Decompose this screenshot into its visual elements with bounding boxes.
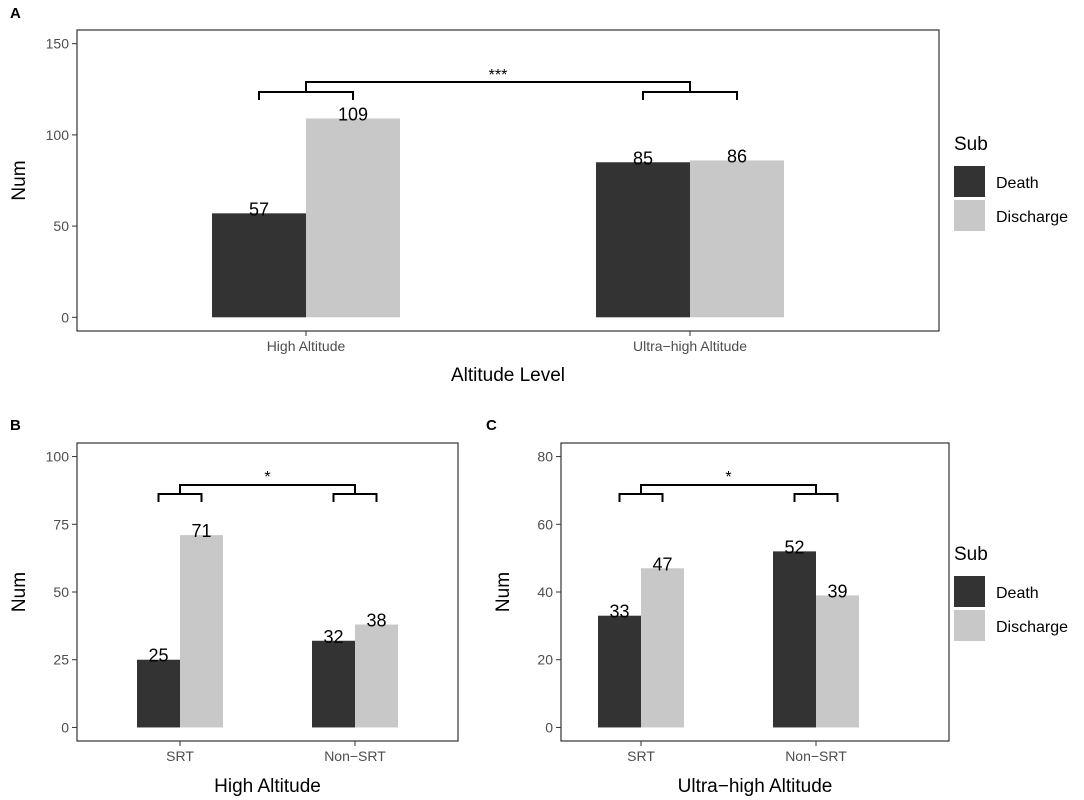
legend-bottom: Sub Death Discharge [954, 544, 1068, 641]
bar-discharge-1 [816, 595, 859, 728]
data-label-death-1: 52 [784, 537, 804, 557]
plot-border [76, 29, 940, 332]
bar-death-1 [596, 162, 690, 318]
bar-death-0 [212, 213, 306, 318]
data-label-death-1: 32 [323, 627, 343, 647]
y-tick-label: 100 [46, 449, 70, 465]
legends: Sub Death Discharge Sub Death Discharge [954, 134, 1068, 641]
x-tick-label: SRT [166, 748, 194, 764]
comparison-bracket [179, 484, 356, 494]
legend-label-death: Death [996, 585, 1039, 602]
legend-title: Sub [954, 134, 988, 155]
data-label-death-1: 85 [633, 148, 653, 168]
y-axis-title: Num [493, 572, 514, 612]
data-label-death-0: 33 [609, 602, 629, 622]
legend-top: Sub Death Discharge [954, 134, 1068, 231]
y-axis-title: Num [9, 572, 30, 612]
y-tick-label: 40 [537, 584, 553, 600]
bar-discharge-1 [355, 624, 398, 728]
panels: A 0 50 100 150 57 109 High Altitude 85 86 Ultra−hi… [9, 5, 950, 797]
y-tick-label: 25 [53, 652, 69, 668]
y-tick-label: 0 [61, 719, 69, 735]
legend-label-discharge: Discharge [996, 209, 1068, 226]
group-bracket-0 [258, 91, 354, 100]
significance-marker: *** [489, 67, 508, 84]
y-tick-label: 0 [61, 309, 69, 325]
legend-label-death: Death [996, 175, 1039, 192]
group-bracket-1 [642, 91, 738, 100]
chart-panel-b: B 0 25 50 75 100 25 71 SRT 32 38 Non−SRT * High Altit… [9, 417, 459, 797]
y-tick-label: 60 [537, 516, 553, 532]
y-tick-label: 0 [545, 719, 553, 735]
data-label-discharge-1: 38 [366, 611, 386, 631]
bar-discharge-0 [641, 568, 684, 728]
y-tick-label: 100 [46, 127, 70, 143]
y-tick-label: 50 [53, 584, 69, 600]
plot-border [560, 442, 950, 742]
significance-marker: * [725, 469, 731, 486]
data-label-discharge-0: 71 [191, 521, 211, 541]
comparison-bracket [305, 81, 691, 92]
legend-swatch-discharge [954, 610, 985, 641]
data-label-discharge-0: 47 [652, 554, 672, 574]
y-tick-label: 50 [53, 218, 69, 234]
y-axis-title: Num [9, 160, 30, 200]
x-axis-title: Ultra−high Altitude [678, 776, 833, 797]
comparison-bracket [640, 484, 817, 494]
group-bracket-1 [793, 493, 839, 502]
bar-discharge-0 [180, 535, 223, 728]
x-tick-label: SRT [627, 748, 655, 764]
bar-death-1 [312, 640, 355, 728]
significance-marker: * [264, 469, 270, 486]
x-tick-label: Non−SRT [324, 748, 386, 764]
bar-death-1 [773, 551, 816, 728]
group-bracket-1 [332, 493, 378, 502]
bar-discharge-0 [306, 118, 400, 318]
y-tick-label: 75 [53, 516, 69, 532]
group-bracket-0 [618, 493, 664, 502]
x-tick-label: Non−SRT [785, 748, 847, 764]
data-label-discharge-1: 86 [727, 146, 747, 166]
y-tick-label: 150 [46, 36, 70, 52]
bar-discharge-1 [690, 160, 784, 318]
bar-death-0 [598, 615, 641, 728]
y-tick-label: 80 [537, 449, 553, 465]
data-label-discharge-0: 109 [338, 104, 368, 124]
plot-border [76, 442, 459, 742]
x-axis-title: High Altitude [214, 776, 321, 797]
data-label-discharge-1: 39 [827, 581, 847, 601]
x-axis-title: Altitude Level [451, 365, 565, 386]
panel-label: B [10, 417, 21, 434]
data-label-death-0: 25 [148, 646, 168, 666]
panel-label: C [486, 417, 497, 434]
chart-panel-c: C 0 20 40 60 80 33 47 SRT 52 39 Non−SRT * Ultra−high … [486, 417, 950, 797]
y-tick-label: 20 [537, 652, 553, 668]
bar-death-0 [137, 659, 180, 728]
legend-label-discharge: Discharge [996, 619, 1068, 636]
data-label-death-0: 57 [249, 199, 269, 219]
legend-swatch-discharge [954, 200, 985, 231]
legend-swatch-death [954, 576, 985, 607]
legend-swatch-death [954, 166, 985, 197]
chart-panel-a: A 0 50 100 150 57 109 High Altitude 85 86 Ultra−hi… [9, 5, 940, 386]
legend-title: Sub [954, 544, 988, 565]
group-bracket-0 [157, 493, 203, 502]
panel-label: A [10, 5, 21, 22]
x-tick-label: High Altitude [267, 338, 346, 354]
x-tick-label: Ultra−high Altitude [633, 338, 747, 354]
